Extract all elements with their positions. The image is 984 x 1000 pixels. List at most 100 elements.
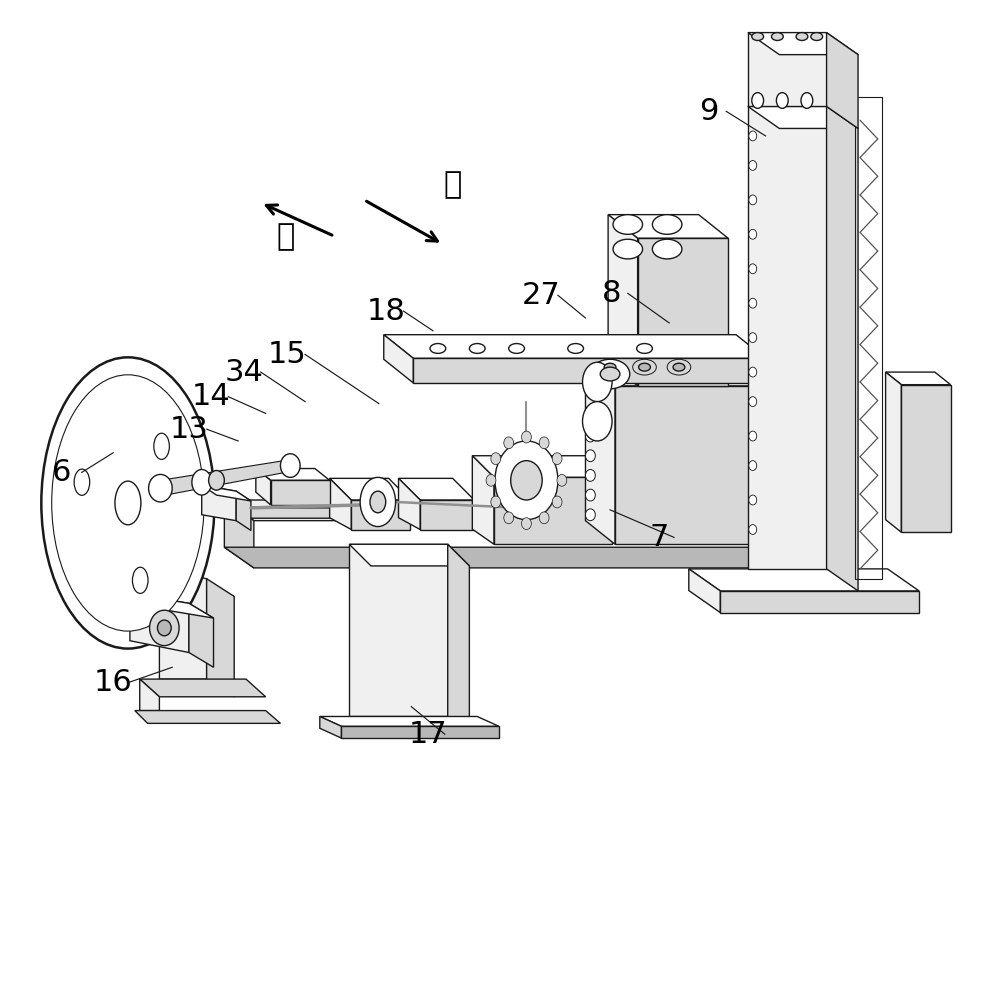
Polygon shape bbox=[748, 33, 858, 55]
Ellipse shape bbox=[511, 461, 542, 500]
Ellipse shape bbox=[150, 610, 179, 646]
Ellipse shape bbox=[637, 344, 652, 353]
Polygon shape bbox=[748, 106, 827, 569]
Polygon shape bbox=[384, 335, 766, 358]
Ellipse shape bbox=[522, 518, 531, 530]
Ellipse shape bbox=[552, 453, 562, 465]
Ellipse shape bbox=[149, 474, 172, 502]
Ellipse shape bbox=[157, 620, 171, 636]
Ellipse shape bbox=[41, 357, 215, 649]
Polygon shape bbox=[320, 716, 341, 738]
Polygon shape bbox=[256, 469, 271, 505]
Ellipse shape bbox=[522, 431, 531, 443]
Polygon shape bbox=[140, 679, 266, 697]
Ellipse shape bbox=[469, 344, 485, 353]
Polygon shape bbox=[236, 491, 251, 531]
Polygon shape bbox=[472, 456, 494, 544]
Polygon shape bbox=[224, 500, 777, 521]
Ellipse shape bbox=[749, 131, 757, 141]
Polygon shape bbox=[472, 456, 612, 477]
Polygon shape bbox=[256, 469, 330, 480]
Ellipse shape bbox=[154, 433, 169, 459]
Ellipse shape bbox=[585, 381, 595, 393]
Polygon shape bbox=[140, 679, 159, 711]
Text: 34: 34 bbox=[224, 358, 264, 387]
Polygon shape bbox=[585, 362, 615, 544]
Ellipse shape bbox=[509, 344, 524, 353]
Ellipse shape bbox=[749, 431, 757, 441]
Text: 7: 7 bbox=[649, 523, 669, 552]
Ellipse shape bbox=[749, 525, 757, 534]
Polygon shape bbox=[130, 593, 189, 653]
Ellipse shape bbox=[613, 215, 643, 234]
Ellipse shape bbox=[491, 496, 501, 508]
Polygon shape bbox=[341, 726, 499, 738]
Polygon shape bbox=[207, 579, 234, 697]
Ellipse shape bbox=[600, 367, 620, 381]
Polygon shape bbox=[271, 480, 330, 505]
Ellipse shape bbox=[598, 359, 622, 375]
Ellipse shape bbox=[673, 363, 685, 371]
Ellipse shape bbox=[590, 359, 630, 389]
Text: 14: 14 bbox=[192, 382, 231, 411]
Ellipse shape bbox=[749, 367, 757, 377]
Polygon shape bbox=[827, 33, 858, 128]
Ellipse shape bbox=[639, 363, 650, 371]
Ellipse shape bbox=[486, 474, 496, 486]
Ellipse shape bbox=[504, 512, 514, 524]
Text: 前: 前 bbox=[444, 171, 461, 200]
Ellipse shape bbox=[633, 359, 656, 375]
Ellipse shape bbox=[280, 454, 300, 477]
Ellipse shape bbox=[771, 33, 783, 40]
Ellipse shape bbox=[192, 469, 212, 495]
Ellipse shape bbox=[539, 437, 549, 449]
Text: 6: 6 bbox=[52, 458, 72, 487]
Ellipse shape bbox=[604, 363, 616, 371]
Polygon shape bbox=[585, 362, 758, 386]
Text: 17: 17 bbox=[408, 720, 448, 749]
Polygon shape bbox=[827, 106, 858, 591]
Ellipse shape bbox=[360, 477, 396, 527]
Ellipse shape bbox=[583, 402, 612, 441]
Text: 18: 18 bbox=[366, 297, 405, 326]
Ellipse shape bbox=[749, 495, 757, 505]
Polygon shape bbox=[135, 711, 280, 723]
Polygon shape bbox=[448, 544, 469, 726]
Ellipse shape bbox=[796, 33, 808, 40]
Ellipse shape bbox=[115, 481, 141, 525]
Polygon shape bbox=[202, 485, 236, 521]
Polygon shape bbox=[886, 372, 901, 532]
Text: 9: 9 bbox=[699, 97, 718, 126]
Ellipse shape bbox=[585, 450, 595, 462]
Polygon shape bbox=[230, 508, 766, 518]
Ellipse shape bbox=[585, 509, 595, 521]
Polygon shape bbox=[159, 569, 207, 679]
Ellipse shape bbox=[557, 474, 567, 486]
Polygon shape bbox=[160, 460, 290, 496]
Polygon shape bbox=[901, 385, 951, 532]
Polygon shape bbox=[494, 477, 612, 544]
Ellipse shape bbox=[749, 161, 757, 170]
Ellipse shape bbox=[776, 93, 788, 108]
Ellipse shape bbox=[370, 491, 386, 513]
Polygon shape bbox=[886, 372, 951, 385]
Polygon shape bbox=[608, 215, 638, 386]
Ellipse shape bbox=[752, 33, 764, 40]
Ellipse shape bbox=[749, 195, 757, 205]
Text: 后: 后 bbox=[277, 222, 294, 251]
Polygon shape bbox=[189, 603, 214, 667]
Ellipse shape bbox=[430, 344, 446, 353]
Ellipse shape bbox=[585, 489, 595, 501]
Polygon shape bbox=[384, 335, 413, 383]
Polygon shape bbox=[224, 547, 777, 568]
Ellipse shape bbox=[568, 344, 584, 353]
Ellipse shape bbox=[539, 512, 549, 524]
Ellipse shape bbox=[504, 437, 514, 449]
Polygon shape bbox=[748, 33, 827, 106]
Polygon shape bbox=[349, 544, 469, 566]
Polygon shape bbox=[330, 478, 351, 530]
Ellipse shape bbox=[133, 567, 148, 593]
Polygon shape bbox=[130, 593, 214, 618]
Polygon shape bbox=[349, 544, 448, 716]
Text: 15: 15 bbox=[268, 340, 307, 369]
